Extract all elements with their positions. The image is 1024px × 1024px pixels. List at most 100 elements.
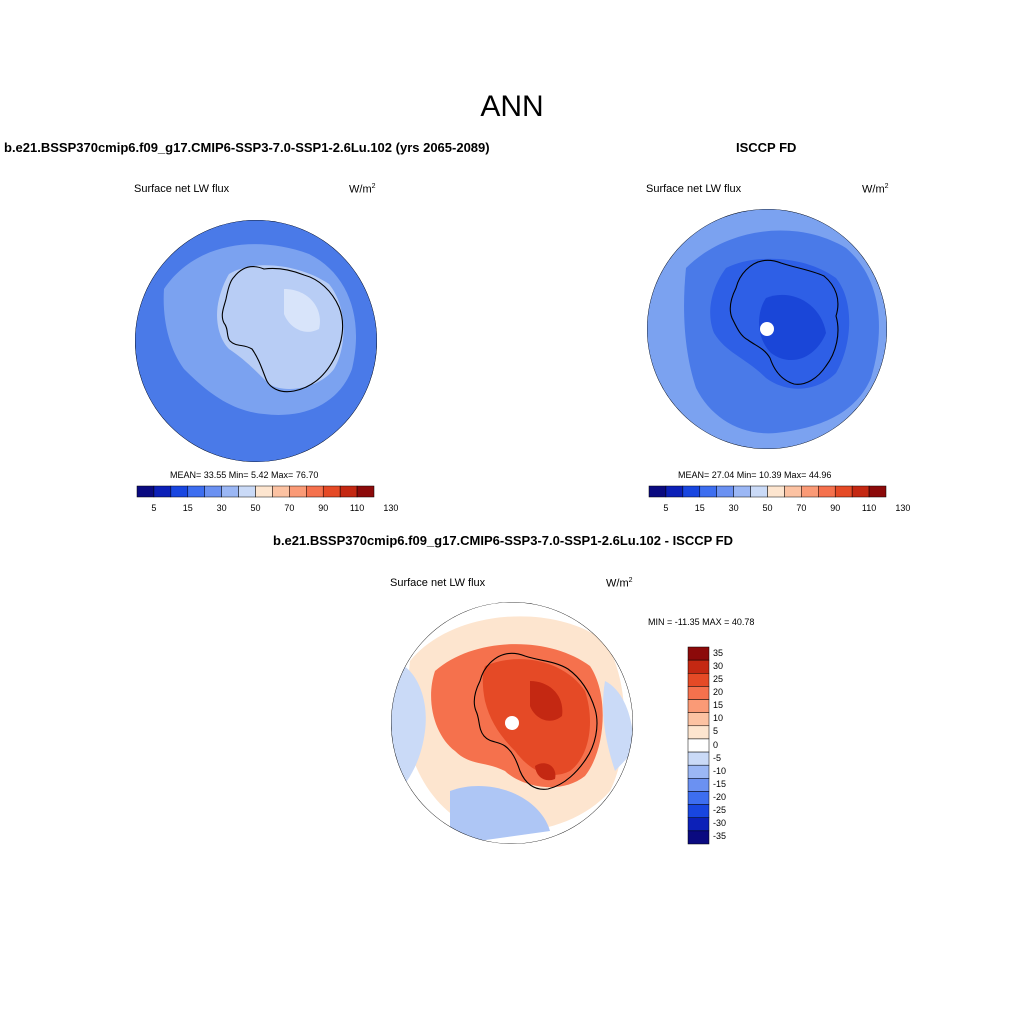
colorbar-swatch	[699, 485, 717, 498]
colorbar-swatch	[733, 485, 751, 498]
diff-colorbar-tick-label: 10	[713, 713, 724, 724]
diff-colorbar-tick-label: 5	[713, 726, 719, 737]
diff-colorbar-swatch	[687, 764, 710, 779]
obs-units-label: W/m2	[862, 183, 889, 196]
diff-coastline	[473, 652, 598, 790]
diff-stats: MIN = -11.35 MAX = 40.78	[648, 617, 755, 627]
colorbar-tick-label: 90	[830, 503, 841, 513]
colorbar-swatch	[665, 485, 684, 498]
model-polar-map	[135, 220, 377, 462]
diff-colorbar-swatch	[687, 712, 710, 727]
model-units-label: W/m2	[349, 183, 376, 196]
model-stats: MEAN= 33.55 Min= 5.42 Max= 76.70	[170, 470, 319, 480]
diff-colorbar-swatch	[687, 791, 710, 805]
diff-variable-label: Surface net LW flux	[390, 577, 486, 589]
colorbar-swatch	[868, 485, 887, 498]
colorbar-swatch	[356, 485, 375, 498]
diff-polar-map	[391, 602, 633, 844]
colorbar-swatch	[204, 485, 222, 498]
colorbar-tick-label: 110	[349, 503, 365, 513]
diff-colorbar-swatch	[687, 804, 710, 818]
obs-coastline	[729, 259, 839, 385]
colorbar-tick-label: 15	[182, 503, 193, 513]
model-ice-light-field	[284, 289, 320, 332]
colorbar-swatch	[136, 485, 155, 498]
colorbar-swatch	[784, 485, 802, 498]
colorbar-swatch	[834, 485, 853, 498]
model-panel-title: b.e21.BSSP370cmip6.f09_g17.CMIP6-SSP3-7.…	[4, 140, 490, 155]
diff-colorbar-swatch	[687, 817, 710, 832]
diff-colorbar-swatch	[687, 673, 710, 687]
diff-units-label: W/m2	[606, 577, 633, 590]
colorbar-swatch	[682, 485, 701, 498]
colorbar-swatch	[221, 485, 239, 498]
diff-colorbar-tick-label: 30	[713, 660, 724, 671]
colorbar-swatch	[339, 485, 358, 498]
colorbar-tick-label: 130	[895, 503, 911, 513]
obs-variable-label: Surface net LW flux	[646, 183, 742, 195]
colorbar-tick-label: 130	[383, 503, 399, 513]
obs-colorbar	[648, 485, 887, 498]
diff-blue-field-south	[450, 786, 550, 844]
obs-ice-dark-field	[759, 294, 826, 361]
colorbar-tick-label: 110	[861, 503, 877, 513]
colorbar-swatch	[272, 485, 290, 498]
obs-colorbar-ticks: 5 15 30 50 70 90 110 130	[649, 503, 910, 515]
colorbar-tick-label: 30	[728, 503, 739, 513]
diff-colorbar-tick-label: -5	[713, 752, 722, 763]
diff-panel-title: b.e21.BSSP370cmip6.f09_g17.CMIP6-SSP3-7.…	[273, 533, 734, 548]
colorbar-tick-label: 15	[694, 503, 705, 513]
obs-pole-hole	[760, 322, 774, 336]
diff-pole-hole	[505, 716, 519, 730]
colorbar-tick-label: 70	[796, 503, 807, 513]
colorbar-tick-label: 70	[284, 503, 295, 513]
diff-colorbar-tick-label: -15	[713, 778, 727, 789]
colorbar-swatch	[187, 485, 205, 498]
diff-colorbar-tick-label: 0	[713, 739, 719, 750]
diff-blue-field-east	[603, 681, 633, 771]
colorbar-swatch	[851, 485, 870, 498]
diff-colorbar-tick-label: 25	[713, 673, 724, 684]
diff-colorbar-swatch	[687, 778, 710, 792]
diff-colorbar-swatch	[687, 751, 710, 766]
diff-red-field	[482, 659, 590, 775]
colorbar-tick-label: 90	[318, 503, 329, 513]
diff-colorbar-tick-label: 15	[713, 700, 724, 711]
diff-colorbar-tick-label: 35	[713, 647, 724, 658]
diff-colorbar-tick-label: 20	[713, 686, 724, 697]
model-coastline	[221, 266, 344, 393]
colorbar-swatch	[716, 485, 734, 498]
diff-colorbar-swatch	[687, 738, 710, 753]
obs-panel-title: ISCCP FD	[736, 140, 797, 155]
colorbar-tick-label: 5	[663, 503, 669, 513]
colorbar-swatch	[170, 485, 189, 498]
diff-colorbar	[687, 646, 710, 845]
diff-colorbar-swatch	[687, 725, 710, 740]
figure-title: ANN	[480, 90, 544, 123]
diff-colorbar-swatch	[687, 830, 710, 845]
colorbar-swatch	[306, 485, 324, 498]
colorbar-swatch	[289, 485, 307, 498]
diff-colorbar-tick-label: -25	[713, 805, 727, 816]
model-ice-field	[217, 265, 344, 389]
model-colorbar-ticks: 5 15 30 50 70 90 110 130	[137, 503, 398, 515]
colorbar-swatch	[767, 485, 785, 498]
model-colorbar	[136, 485, 375, 498]
colorbar-swatch	[648, 485, 667, 498]
colorbar-tick-label: 30	[216, 503, 227, 513]
diff-colorbar-swatch	[687, 686, 710, 700]
colorbar-tick-label: 50	[250, 503, 261, 513]
colorbar-swatch	[801, 485, 819, 498]
diff-colorbar-tick-label: -20	[713, 792, 727, 803]
colorbar-swatch	[818, 485, 836, 498]
model-variable-label: Surface net LW flux	[134, 183, 230, 195]
diff-colorbar-ticks: 35 30 25 20 15 10 5 0 -5 -10 -15 -20 -25 -30 -35	[713, 647, 753, 844]
colorbar-swatch	[238, 485, 256, 498]
diff-colorbar-swatch	[687, 659, 710, 674]
diff-colorbar-tick-label: -30	[713, 818, 727, 829]
colorbar-swatch	[750, 485, 768, 498]
diff-colorbar-swatch	[687, 699, 710, 713]
colorbar-swatch	[322, 485, 341, 498]
colorbar-tick-label: 5	[151, 503, 157, 513]
obs-stats: MEAN= 27.04 Min= 10.39 Max= 44.96	[678, 470, 832, 480]
